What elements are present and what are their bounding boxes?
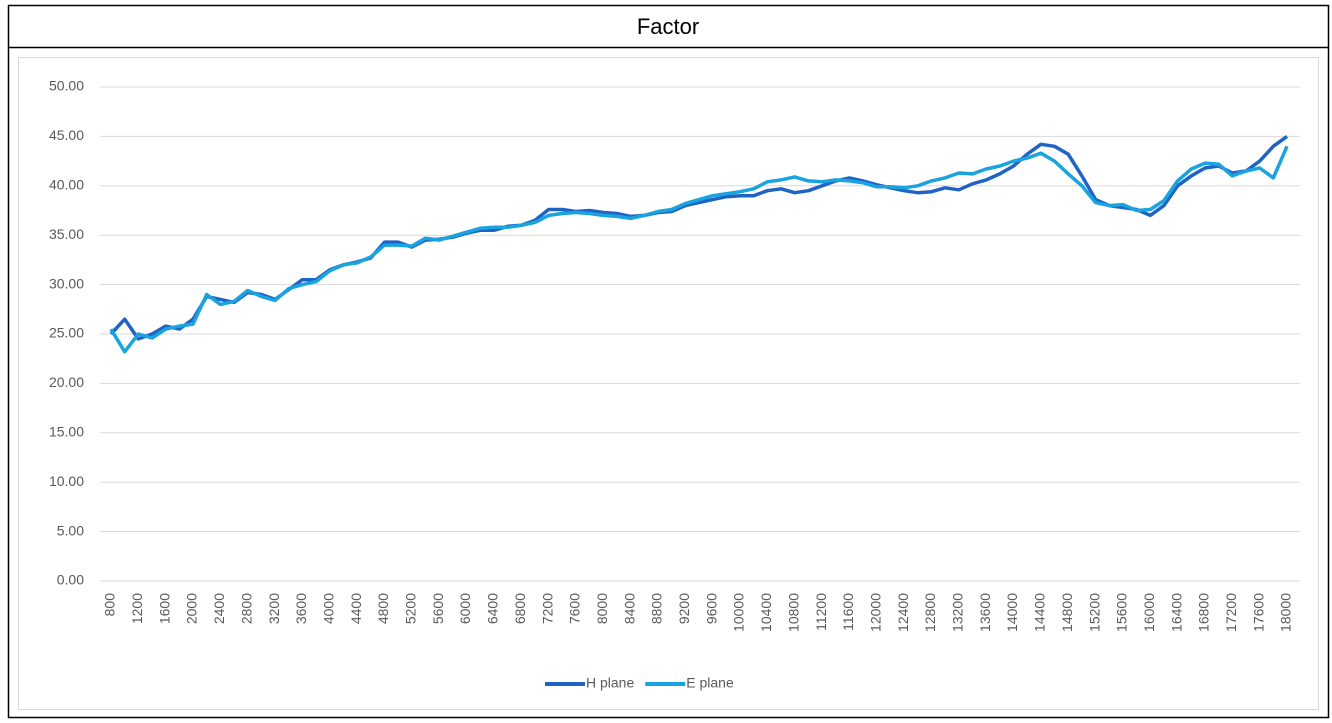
y-tick-label: 40.00 [49, 177, 84, 193]
y-tick-label: 5.00 [57, 522, 84, 538]
x-tick-label: 1200 [129, 593, 145, 624]
x-tick-label: 14000 [1004, 593, 1020, 632]
x-tick-label: 2000 [184, 593, 200, 624]
legend-label: E plane [686, 675, 734, 691]
x-tick-label: 10400 [758, 593, 774, 632]
x-tick-label: 10000 [731, 593, 747, 632]
x-tick-label: 7600 [567, 593, 583, 624]
x-tick-label: 12400 [895, 593, 911, 632]
legend-label: H plane [586, 675, 634, 691]
x-tick-label: 4000 [320, 593, 336, 624]
x-tick-label: 3600 [293, 593, 309, 624]
x-tick-label: 15200 [1086, 593, 1102, 632]
x-tick-label: 10800 [785, 593, 801, 632]
x-tick-label: 8000 [594, 593, 610, 624]
x-tick-label: 12800 [922, 593, 938, 632]
x-tick-label: 1600 [156, 593, 172, 624]
x-tick-label: 9200 [676, 593, 692, 624]
x-tick-label: 11600 [840, 593, 856, 631]
data-line [109, 145, 1289, 354]
plot-frame [18, 57, 1319, 710]
y-tick-label: 10.00 [49, 473, 84, 489]
x-tick-label: 5200 [403, 593, 419, 624]
x-tick-label: 7200 [539, 593, 555, 624]
x-tick-label: 8400 [621, 593, 637, 624]
x-tick-label: 11200 [813, 593, 829, 631]
y-tick-label: 15.00 [49, 424, 84, 440]
y-tick-label: 20.00 [49, 374, 84, 390]
x-tick-label: 3200 [266, 593, 282, 624]
x-tick-label: 12000 [867, 593, 883, 632]
x-tick-label: 14400 [1032, 593, 1048, 632]
x-tick-label: 5600 [430, 593, 446, 624]
y-tick-label: 35.00 [49, 226, 84, 242]
x-tick-label: 17200 [1223, 593, 1239, 632]
x-tick-label: 16000 [1141, 593, 1157, 632]
y-tick-label: 45.00 [49, 127, 84, 143]
y-tick-label: 0.00 [57, 572, 84, 588]
x-tick-label: 4400 [348, 593, 364, 624]
x-tick-label: 13200 [950, 593, 966, 632]
x-tick-label: 800 [102, 593, 118, 617]
x-tick-label: 18000 [1278, 593, 1294, 632]
x-tick-label: 14800 [1059, 593, 1075, 632]
x-tick-label: 16400 [1168, 593, 1184, 632]
chart-title: Factor [637, 14, 699, 39]
x-tick-label: 8800 [649, 593, 665, 624]
x-tick-label: 2400 [211, 593, 227, 624]
y-tick-label: 25.00 [49, 325, 84, 341]
x-tick-label: 6400 [485, 593, 501, 624]
y-tick-label: 50.00 [49, 78, 84, 94]
outer-frame [7, 4, 1330, 719]
x-tick-label: 4800 [375, 593, 391, 624]
x-tick-label: 6800 [512, 593, 528, 624]
x-tick-label: 17600 [1250, 593, 1266, 632]
x-tick-label: 6000 [457, 593, 473, 624]
x-tick-label: 15600 [1114, 593, 1130, 632]
x-tick-label: 16800 [1196, 593, 1212, 632]
x-tick-label: 13600 [977, 593, 993, 632]
y-tick-label: 30.00 [49, 275, 84, 291]
x-tick-label: 9600 [703, 593, 719, 624]
x-tick-label: 2800 [238, 593, 254, 624]
data-line [109, 134, 1289, 341]
